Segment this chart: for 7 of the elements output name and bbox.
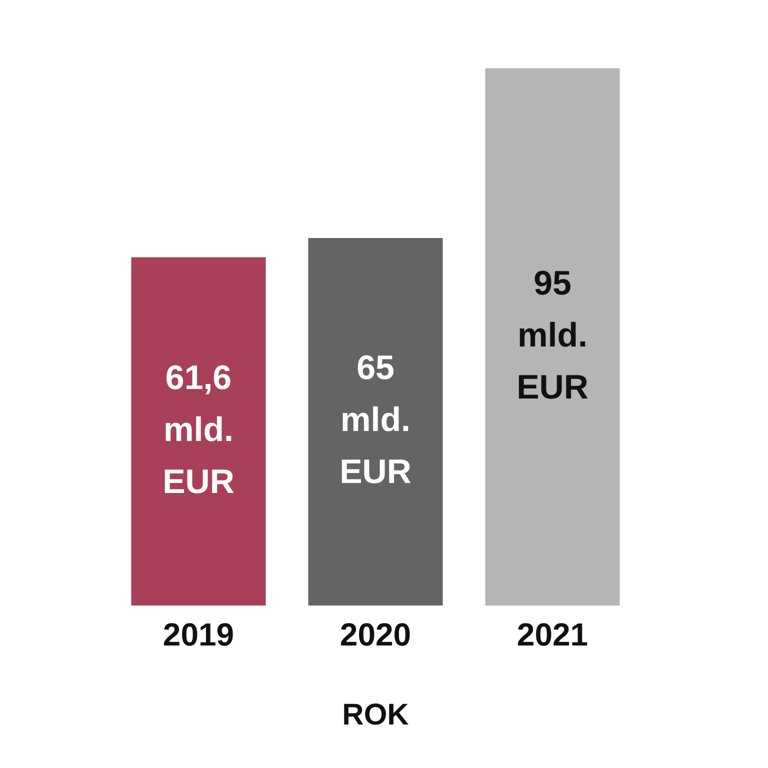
x-axis-title: ROK xyxy=(342,698,410,732)
data-label: 61,6 mld. EUR xyxy=(162,358,234,501)
data-label: 95 mld. EUR xyxy=(516,264,588,406)
x-tick-label: 2019 xyxy=(162,616,234,653)
x-tick-label: 2020 xyxy=(340,616,412,653)
x-tick-label: 2021 xyxy=(516,616,588,653)
data-label: 65 mld. EUR xyxy=(340,349,412,492)
